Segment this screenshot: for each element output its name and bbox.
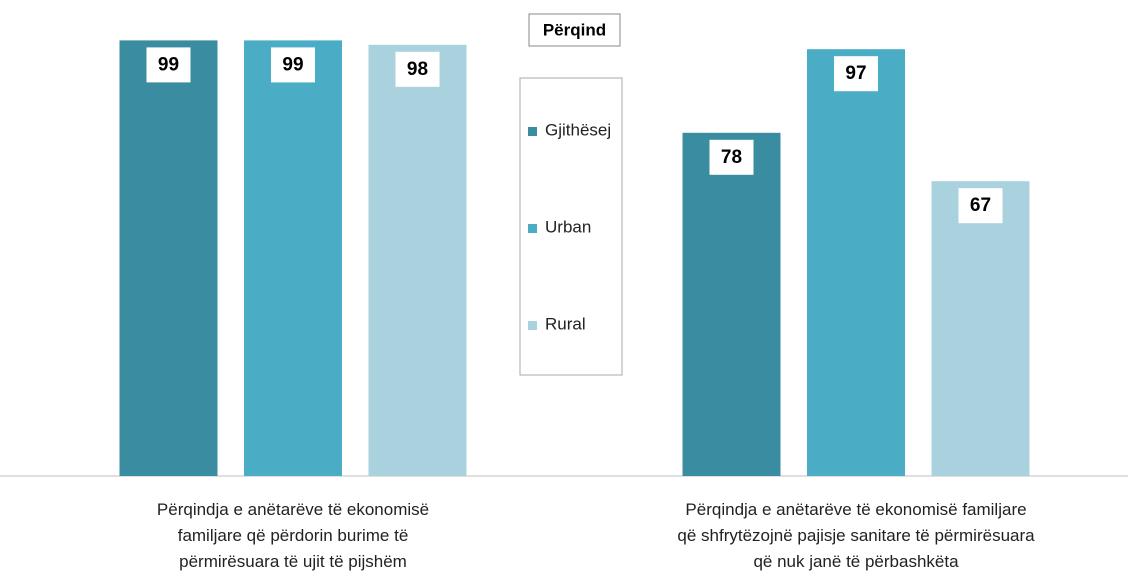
x-tick-label: Përqindja e anëtarëve të ekonomisë famil… bbox=[677, 500, 1035, 571]
value-label-box bbox=[271, 47, 315, 83]
value-label-box bbox=[146, 47, 191, 83]
value-label-box bbox=[958, 188, 1003, 224]
value-label-box bbox=[395, 51, 440, 87]
value-label: 98 bbox=[407, 59, 428, 80]
legend-swatch bbox=[528, 321, 537, 330]
value-label-box bbox=[709, 139, 754, 175]
legend-label: Urban bbox=[545, 217, 591, 236]
legend-swatch bbox=[528, 127, 537, 136]
legend-label: Rural bbox=[545, 314, 586, 333]
legend-swatch bbox=[528, 224, 537, 233]
bar bbox=[119, 40, 218, 477]
bar bbox=[244, 40, 342, 477]
bar bbox=[931, 181, 1030, 476]
legend-title: Përqind bbox=[543, 20, 606, 39]
value-label: 97 bbox=[845, 63, 866, 84]
bar bbox=[368, 44, 467, 477]
bar bbox=[682, 132, 781, 477]
value-label: 78 bbox=[721, 147, 742, 168]
bar bbox=[807, 49, 905, 476]
legend-label: Gjithësej bbox=[545, 120, 611, 139]
value-label: 99 bbox=[158, 54, 179, 75]
legend-title-box bbox=[528, 13, 621, 47]
value-label-box bbox=[834, 56, 878, 92]
value-label: 67 bbox=[970, 195, 991, 216]
value-label: 99 bbox=[282, 54, 303, 75]
x-tick-label: Përqindja e anëtarëve të ekonomisë famil… bbox=[156, 500, 430, 571]
